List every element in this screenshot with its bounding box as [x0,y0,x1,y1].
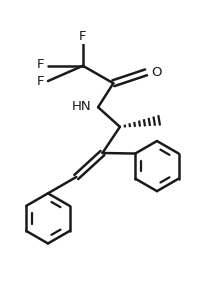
Text: F: F [37,58,45,71]
Text: F: F [79,30,87,43]
Text: HN: HN [72,100,92,113]
Text: F: F [37,75,45,88]
Text: O: O [152,66,162,79]
